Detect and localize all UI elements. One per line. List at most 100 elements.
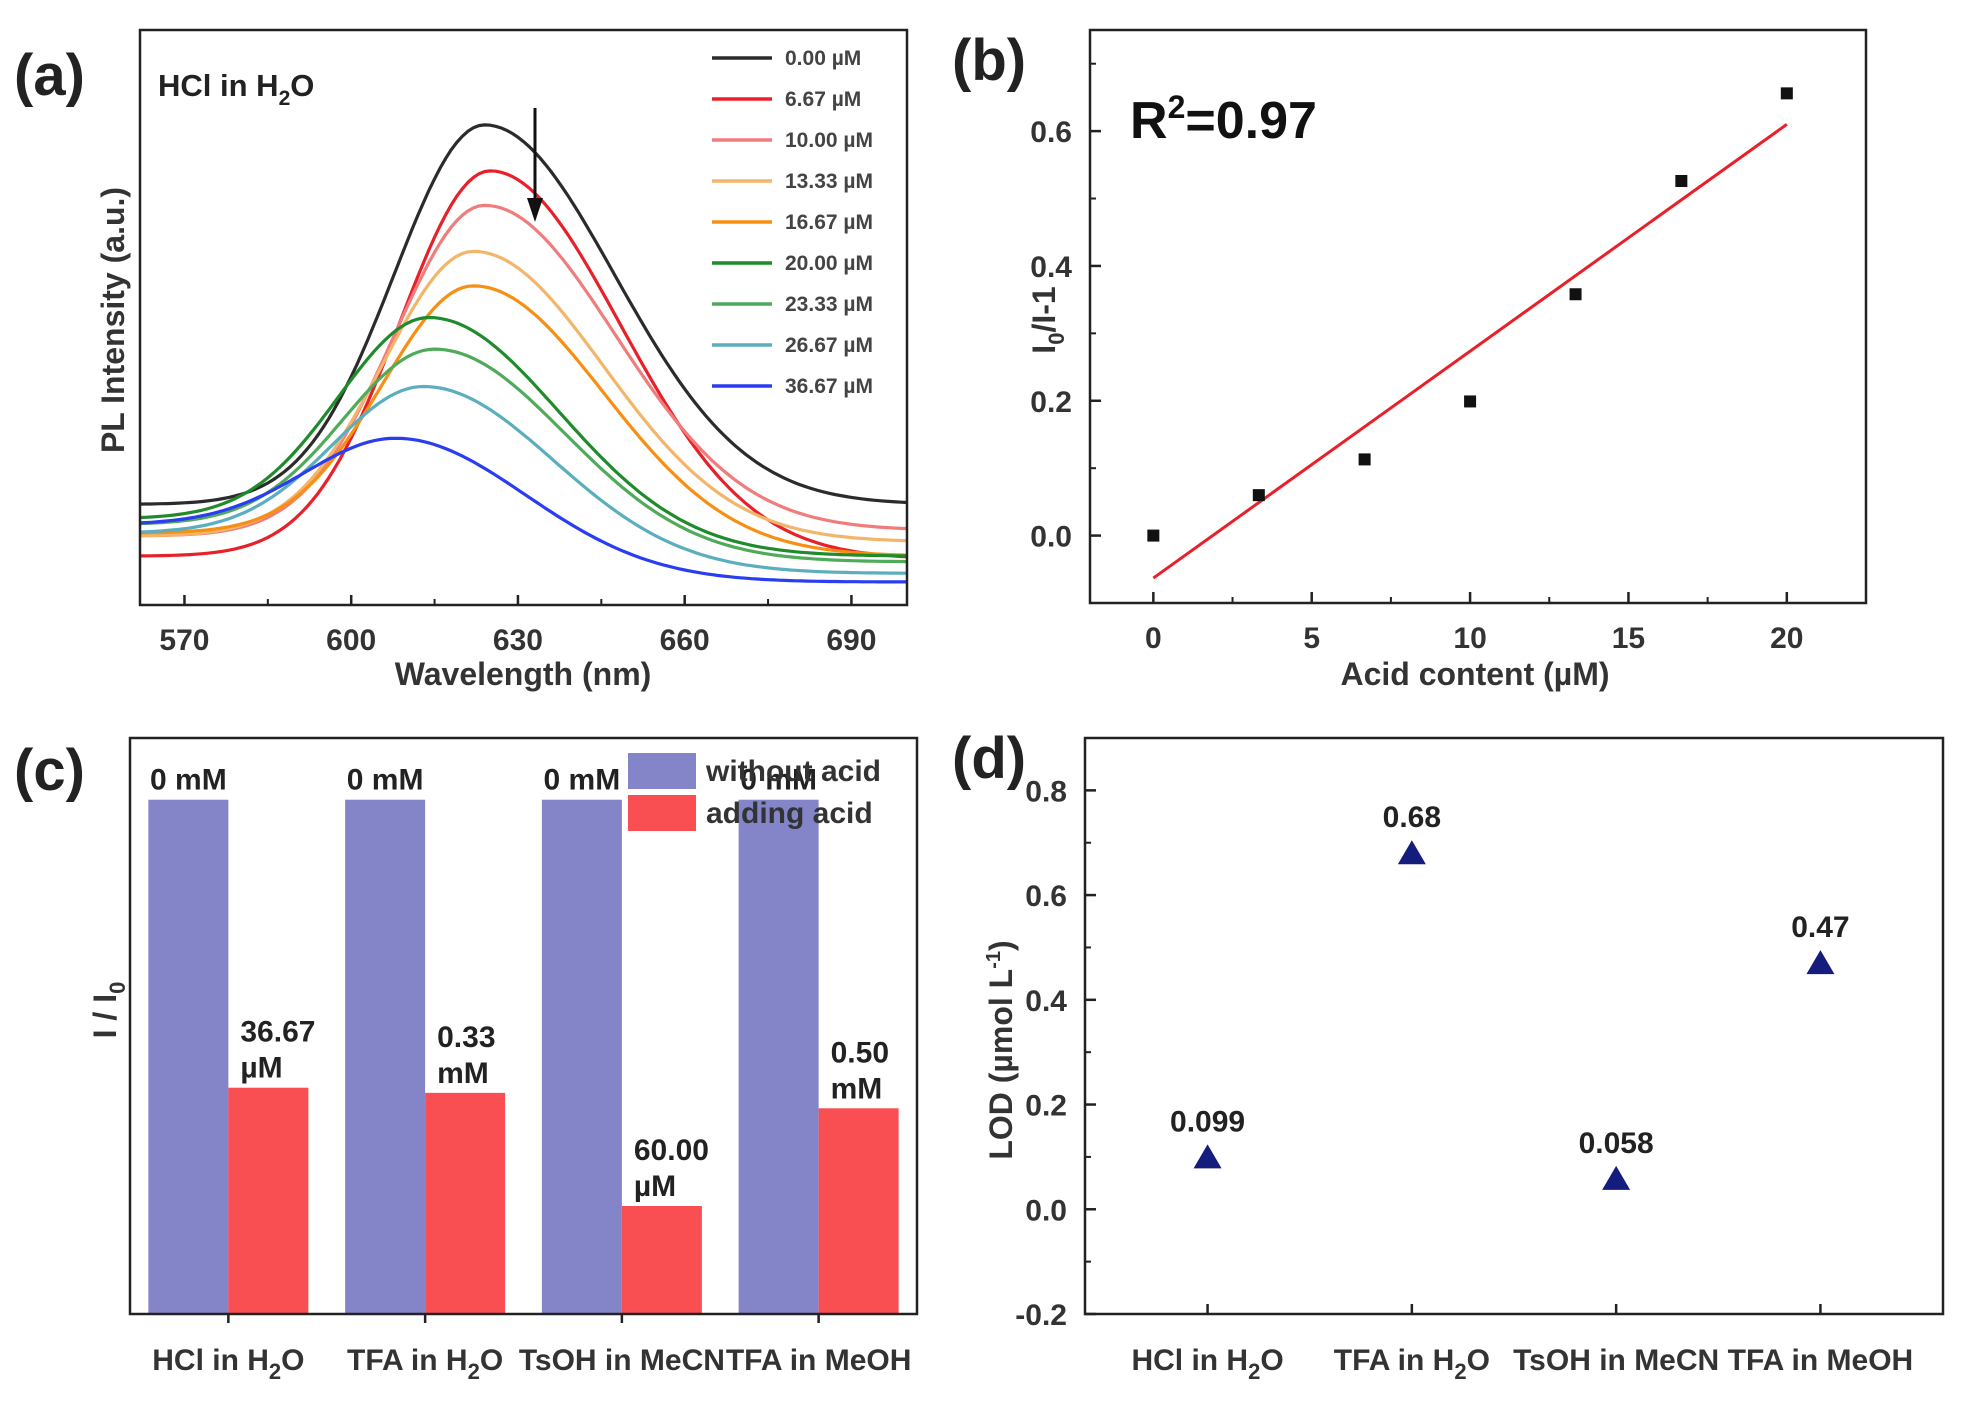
c-x-tick-label-0: HCl in H2O <box>152 1344 304 1384</box>
b-x-tick-label-1: 5 <box>1303 622 1320 655</box>
d-value-label-1: 0.68 <box>1383 801 1441 834</box>
panel-label-d: (d) <box>952 726 1026 791</box>
a-series-line-5 <box>139 315 908 558</box>
b-x-tick-label-2: 10 <box>1453 622 1486 655</box>
b-y-tick-label-2: 0.4 <box>1030 251 1072 284</box>
a-legend-label-0: 0.00 µM <box>785 47 861 70</box>
a-legend-label-1: 6.67 µM <box>785 88 861 111</box>
c-x-axis: HCl in H2O TFA in H2O TsOH in MeCN TFA in M… <box>152 1314 911 1384</box>
a-series-line-0 <box>139 123 908 506</box>
c-bar-label-0-2-0: 0 mM <box>544 764 621 797</box>
d-x-tick-label-1: TFA in H2O <box>1334 1344 1490 1384</box>
b-data-point-3 <box>1464 395 1477 408</box>
c-bar-label-1-0-0: 36.67 <box>240 1016 315 1049</box>
a-series-line-7 <box>139 384 907 575</box>
a-x-tick-label-4: 690 <box>826 624 876 657</box>
c-bar-without-2 <box>541 799 622 1314</box>
a-series-line-1 <box>140 169 908 559</box>
b-y-tick-label-0: 0.0 <box>1030 521 1072 554</box>
c-bar-adding-2 <box>621 1206 702 1314</box>
panel-b: (b) 0 5 10 15 20 0.0 0.2 0.4 0.6 R2=0.97 Acid co… <box>952 28 1868 692</box>
d-value-label-0: 0.099 <box>1170 1105 1245 1138</box>
c-bar-adding-1 <box>425 1092 506 1314</box>
a-legend-label-3: 13.33 µM <box>785 170 873 193</box>
c-bar-label-1-3-0: 0.50 <box>831 1036 889 1069</box>
d-y-tick-label-5: 0.8 <box>1025 775 1067 808</box>
a-series-line-2 <box>139 203 908 538</box>
b-data-point-0 <box>1147 529 1160 542</box>
c-bar-label-1-1-0: 0.33 <box>437 1021 495 1054</box>
b-axes: 0 5 10 15 20 0.0 0.2 0.4 0.6 <box>1030 62 1804 655</box>
a-x-tick-label-3: 660 <box>660 624 710 657</box>
b-fit-line <box>1152 123 1788 580</box>
c-x-tick-label-1: TFA in H2O <box>347 1344 503 1384</box>
a-plot-frame <box>138 28 909 607</box>
c-legend-label-without: without acid <box>705 755 881 788</box>
c-bar-label-1-2-1: µM <box>634 1170 676 1203</box>
d-value-label-2: 0.058 <box>1579 1127 1654 1160</box>
d-data-marker-0 <box>1193 1144 1222 1169</box>
a-legend-label-4: 16.67 µM <box>785 211 873 234</box>
panel-label-a: (a) <box>14 43 85 108</box>
b-data-point-6 <box>1780 87 1793 100</box>
a-x-tick-label-1: 600 <box>326 624 376 657</box>
c-bar-without-0 <box>148 799 229 1314</box>
b-x-tick-label-4: 20 <box>1770 622 1803 655</box>
d-x-tick-label-0: HCl in H2O <box>1131 1344 1283 1384</box>
c-bar-label-0-3-0: 0 mM <box>740 764 817 797</box>
a-x-axis-title: Wavelength (nm) <box>395 656 652 692</box>
a-series-line-8 <box>139 436 907 584</box>
b-x-tick-label-3: 15 <box>1612 622 1645 655</box>
b-data-point-2 <box>1358 453 1371 466</box>
d-data-marker-2 <box>1602 1165 1631 1190</box>
b-r2-annotation: R2=0.97 <box>1130 89 1317 150</box>
panel-label-b: (b) <box>952 28 1026 93</box>
c-legend: without acid adding acid <box>628 753 881 831</box>
c-bar-adding-0 <box>228 1087 309 1314</box>
c-bar-without-3 <box>738 799 819 1314</box>
d-data-marker-3 <box>1806 950 1835 975</box>
panel-label-c: (c) <box>14 738 85 803</box>
b-y-tick-label-3: 0.6 <box>1030 116 1072 149</box>
c-plot-frame <box>128 736 919 1316</box>
d-y-tick-label-1: 0.0 <box>1025 1194 1067 1227</box>
a-legend-label-2: 10.00 µM <box>785 129 873 152</box>
b-y-axis-title: I0/I-1 <box>1026 286 1069 353</box>
a-legend-label-5: 20.00 µM <box>785 252 873 275</box>
d-y-tick-label-3: 0.4 <box>1025 985 1067 1018</box>
d-x-tick-label-3: TFA in MeOH <box>1728 1344 1914 1377</box>
a-x-tick-label-2: 630 <box>493 624 543 657</box>
c-x-tick-label-2: TsOH in MeCN <box>519 1344 725 1377</box>
b-points <box>1147 87 1793 542</box>
a-legend-label-7: 26.67 µM <box>785 334 873 357</box>
c-bar-label-1-2-0: 60.00 <box>634 1134 709 1167</box>
b-y-tick-label-1: 0.2 <box>1030 386 1072 419</box>
panel-a: (a) HCl in H2O 0.00 µM 6.67 µM 10.00 µM 13.… <box>14 28 909 692</box>
d-axes: -0.2 0.0 0.2 0.4 0.6 0.8 HCl in H2O TFA in H2O T… <box>1015 737 1914 1384</box>
d-x-tick-label-2: TsOH in MeCN <box>1513 1344 1719 1377</box>
d-plot-frame <box>1083 736 1945 1316</box>
d-value-label-3: 0.47 <box>1791 911 1849 944</box>
a-x-axis: 570 600 630 660 690 <box>159 595 876 657</box>
d-data-marker-1 <box>1397 840 1426 865</box>
c-bar-label-1-3-1: mM <box>831 1072 883 1105</box>
c-bar-adding-3 <box>818 1108 899 1314</box>
b-plot-frame <box>1088 28 1868 605</box>
b-data-point-5 <box>1675 175 1688 188</box>
a-curves <box>139 123 908 584</box>
b-x-axis-title: Acid content (µM) <box>1340 656 1609 692</box>
c-bar-without-1 <box>345 799 426 1314</box>
panel-d: (d) -0.2 0.0 0.2 0.4 0.6 0.8 HCl in H2O TFA in … <box>952 726 1945 1384</box>
c-bar-label-1-0-1: µM <box>240 1052 282 1085</box>
d-y-tick-label-0: -0.2 <box>1015 1299 1067 1332</box>
c-bar-label-1-1-1: mM <box>437 1057 489 1090</box>
c-legend-label-adding: adding acid <box>706 797 873 830</box>
d-y-axis-title: LOD (µmol L-1) <box>983 940 1019 1159</box>
a-legend: 0.00 µM 6.67 µM 10.00 µM 13.33 µM 16.67 µM 20… <box>712 47 873 398</box>
a-legend-label-8: 36.67 µM <box>785 375 873 398</box>
a-series-line-4 <box>139 284 908 557</box>
c-bar-label-0-1-0: 0 mM <box>347 764 424 797</box>
